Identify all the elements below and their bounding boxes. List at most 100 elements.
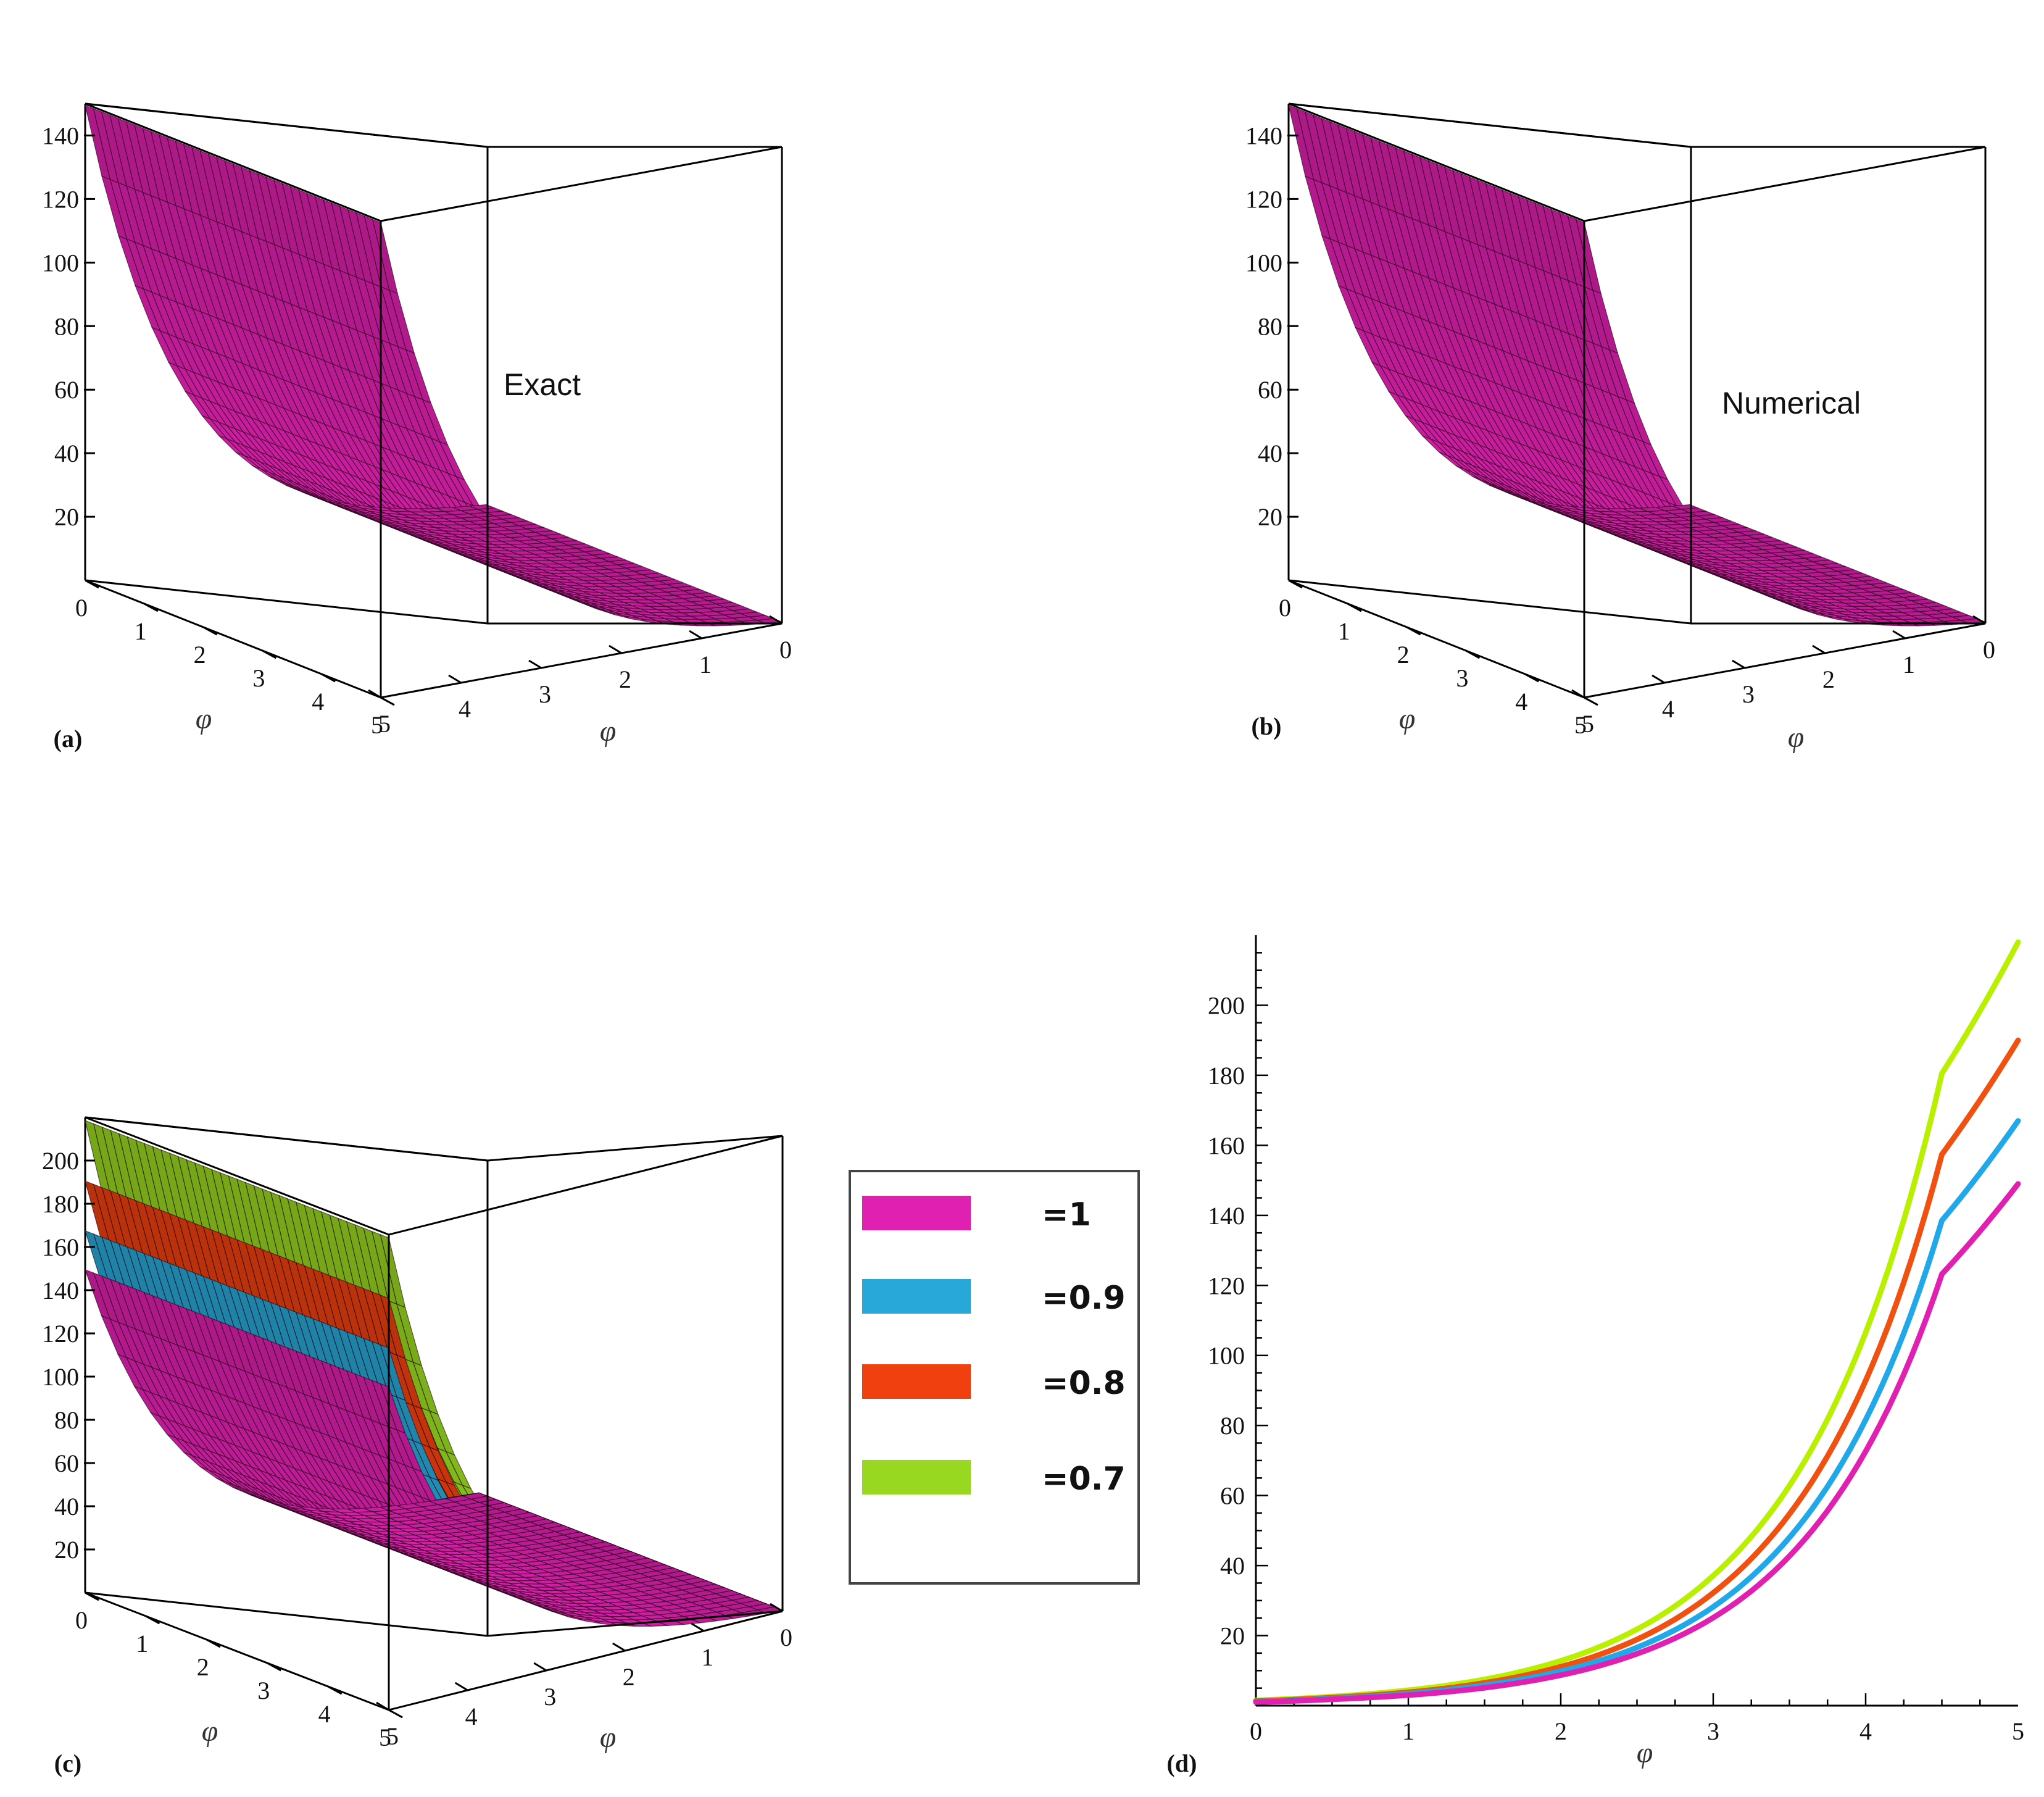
x-tick-label: 3 [1742, 680, 1755, 708]
z-tick-label: 100 [1245, 249, 1282, 277]
box-edge [1288, 579, 1585, 699]
x-tick-mark [1972, 615, 1986, 625]
y-tick-mark [262, 649, 277, 659]
x-tick-mark [1571, 689, 1585, 699]
x-tick-mark [368, 689, 381, 699]
surface [1288, 104, 1986, 627]
surface-series [85, 104, 783, 627]
x-axis-label: φ [600, 715, 617, 748]
z-tick-label: 20 [54, 503, 79, 531]
x-tick-label: 3 [539, 680, 551, 708]
z-tick-label: 120 [42, 185, 79, 213]
box-edge [1584, 622, 1986, 699]
y-tick-label: 5 [1574, 711, 1587, 739]
box-edge [85, 1591, 389, 1711]
y-tick-label: 2 [1397, 641, 1410, 669]
z-tick-label: 60 [54, 376, 79, 404]
x-tick-mark [769, 615, 783, 625]
z-tick-label: 140 [42, 122, 79, 149]
box-edge [85, 1591, 488, 1637]
y-tick-label: 1 [135, 617, 147, 645]
y-tick-mark [1288, 579, 1303, 589]
z-tick-label: 100 [42, 249, 79, 277]
x-tick-mark [1892, 630, 1906, 640]
z-axis-ticks: 20 40 60 80 100 120 140 [42, 122, 95, 531]
y-tick-mark [202, 626, 218, 636]
panel-label: (b) [1252, 712, 1282, 740]
x-tick-mark [1732, 659, 1745, 669]
y-axis-label: φ [196, 703, 212, 735]
y-tick-mark [1347, 602, 1362, 612]
x-tick-mark [609, 644, 622, 654]
y-tick-mark [1406, 626, 1421, 636]
y-tick-label: 1 [1338, 617, 1350, 645]
x-axis-ticks: 0 1 2 3 4 5 [1571, 615, 1995, 738]
z-tick-label: 40 [54, 440, 79, 467]
y-tick-label: 4 [312, 688, 324, 715]
x-tick-label: 1 [699, 651, 712, 678]
x-tick-label: 5 [1582, 710, 1594, 738]
x-tick-mark [1812, 644, 1826, 654]
z-tick-label: 20 [1258, 503, 1282, 531]
box-edge [85, 579, 488, 625]
x-tick-mark [689, 630, 702, 640]
y-tick-label: 3 [252, 664, 265, 692]
box-edge [85, 102, 381, 222]
x-axis-ticks: 0 1 2 3 4 5 [368, 615, 792, 738]
y-axis-ticks: 0 1 2 3 4 5 [1279, 579, 1598, 739]
box-edge [1288, 579, 1692, 625]
x-tick-label: 0 [779, 636, 792, 664]
y-tick-mark [380, 696, 395, 706]
front-box-edges [1288, 102, 1987, 699]
box-edge [1288, 102, 1585, 222]
z-axis-ticks: 20 40 60 80 100 120 140 [1245, 122, 1298, 531]
y-tick-mark [321, 673, 336, 683]
x-tick-label: 4 [1662, 695, 1674, 723]
x-tick-label: 4 [459, 695, 471, 723]
surface [85, 104, 783, 627]
x-tick-label: 5 [378, 710, 391, 738]
box-edge [1288, 102, 1692, 148]
box-edge [1584, 146, 1986, 222]
panel-label: (a) [54, 725, 83, 753]
surface-annotation: Exact [504, 367, 581, 402]
x-tick-mark [1651, 674, 1665, 684]
x-tick-mark [528, 659, 542, 669]
box-edge [85, 1116, 389, 1236]
y-tick-label: 0 [1279, 594, 1291, 622]
box-edge [380, 622, 783, 699]
box-edge [85, 579, 381, 699]
surface-annotation: Numerical [1722, 386, 1861, 420]
y-tick-label: 4 [1515, 688, 1527, 715]
surface [84, 1120, 784, 1627]
y-tick-mark [1465, 649, 1481, 659]
y-tick-mark [85, 579, 99, 589]
x-tick-label: 2 [619, 665, 631, 693]
y-tick-mark [144, 602, 159, 612]
y-tick-label: 5 [371, 711, 383, 739]
z-tick-label: 80 [1258, 312, 1282, 340]
box-edge [380, 146, 783, 222]
y-axis-label: φ [1399, 703, 1416, 735]
y-tick-label: 0 [75, 594, 88, 622]
panel-a-surface-plot: 20 40 60 80 100 120 140 0 1 2 3 4 5 φ 0 1 2 3 4 5 φ (a) Exact [42, 102, 792, 753]
z-tick-label: 120 [1245, 185, 1282, 213]
z-tick-label: 140 [1245, 122, 1282, 149]
surface-series [1288, 104, 1986, 627]
panel-b-surface-plot: 20 40 60 80 100 120 140 0 1 2 3 4 5 φ 0 1 2 3 4 5 φ (b) Numeri… [1245, 102, 1995, 754]
z-tick-label: 60 [1258, 376, 1282, 404]
x-tick-label: 2 [1822, 665, 1835, 693]
z-tick-label: 40 [1258, 440, 1282, 467]
x-tick-label: 0 [1983, 636, 1995, 664]
y-tick-label: 2 [194, 641, 206, 669]
y-axis-ticks: 0 1 2 3 4 5 [75, 579, 395, 739]
x-tick-mark [448, 674, 462, 684]
x-tick-label: 1 [1903, 651, 1915, 678]
y-tick-label: 3 [1456, 664, 1468, 692]
front-box-edges [85, 102, 783, 699]
box-edge [85, 102, 488, 148]
z-tick-label: 80 [54, 312, 79, 340]
x-axis-label: φ [1788, 721, 1805, 754]
